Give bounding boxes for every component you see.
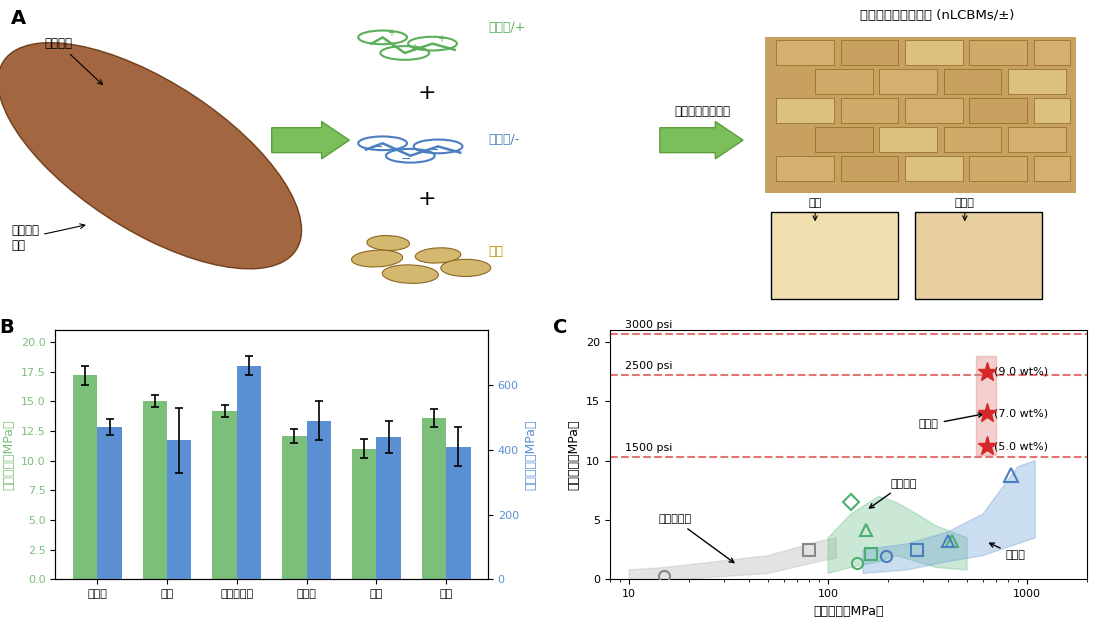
Text: −: − xyxy=(400,153,411,166)
Bar xyxy=(776,98,834,123)
Ellipse shape xyxy=(440,259,491,277)
Text: 天然基低碳建筑材料 (nLCBMs/±): 天然基低碳建筑材料 (nLCBMs/±) xyxy=(859,9,1015,22)
Ellipse shape xyxy=(383,265,438,283)
Bar xyxy=(1034,40,1070,65)
Bar xyxy=(776,156,834,181)
Bar xyxy=(213,411,237,579)
Y-axis label: 抗压强度（MPa）: 抗压强度（MPa） xyxy=(2,419,16,490)
Bar xyxy=(1034,156,1070,181)
Bar xyxy=(944,127,1001,152)
Bar xyxy=(944,69,1001,93)
Text: 3000 psi: 3000 psi xyxy=(624,320,672,330)
Text: C: C xyxy=(552,318,567,336)
Text: 粘结剂/-: 粘结剂/- xyxy=(488,133,519,146)
Polygon shape xyxy=(828,497,967,573)
Bar xyxy=(98,427,122,579)
Text: −: − xyxy=(373,141,384,153)
FancyArrow shape xyxy=(272,121,349,159)
Text: A: A xyxy=(11,9,27,28)
Text: (7.0 wt%): (7.0 wt%) xyxy=(994,408,1048,418)
Text: B: B xyxy=(0,318,14,336)
Text: +: + xyxy=(437,34,446,44)
Bar xyxy=(841,156,898,181)
Bar xyxy=(237,366,262,579)
Bar xyxy=(282,436,306,579)
Bar xyxy=(969,98,1027,123)
Text: (5.0 wt%): (5.0 wt%) xyxy=(994,442,1048,452)
Ellipse shape xyxy=(367,235,409,250)
Text: 沙粒: 沙粒 xyxy=(808,197,822,221)
Bar xyxy=(765,37,1076,193)
Bar xyxy=(969,40,1027,65)
Bar xyxy=(376,437,400,579)
Text: 1500 psi: 1500 psi xyxy=(624,443,672,453)
Text: (9.0 wt%): (9.0 wt%) xyxy=(994,367,1048,377)
Bar xyxy=(815,127,873,152)
Text: 2500 psi: 2500 psi xyxy=(624,361,672,371)
Bar xyxy=(905,40,963,65)
Text: +: + xyxy=(387,27,396,38)
Bar xyxy=(1008,127,1066,152)
Ellipse shape xyxy=(352,250,403,267)
Bar xyxy=(421,418,446,579)
Bar xyxy=(143,401,167,579)
Text: +: + xyxy=(418,83,436,103)
Bar xyxy=(306,421,330,579)
Bar xyxy=(167,440,192,579)
Bar xyxy=(969,156,1027,181)
Text: 天然高分子: 天然高分子 xyxy=(659,515,734,563)
Text: 细菌矿化: 细菌矿化 xyxy=(869,479,917,508)
Text: +: + xyxy=(409,43,418,54)
Y-axis label: 抗压强度（MPa）: 抗压强度（MPa） xyxy=(568,419,580,490)
Bar xyxy=(905,156,963,181)
Bar xyxy=(905,98,963,123)
Text: −: − xyxy=(428,144,439,156)
Bar xyxy=(841,40,898,65)
Bar xyxy=(815,69,873,93)
Text: 沙塔蠕虫
巢穴: 沙塔蠕虫 巢穴 xyxy=(11,224,84,252)
Bar xyxy=(976,356,996,455)
Bar xyxy=(1034,98,1070,123)
Bar xyxy=(446,447,470,579)
Bar xyxy=(771,212,898,299)
Polygon shape xyxy=(863,461,1035,573)
FancyArrow shape xyxy=(660,121,743,159)
Bar xyxy=(1008,69,1066,93)
Bar xyxy=(73,375,98,579)
Text: 酶矿化: 酶矿化 xyxy=(989,543,1026,560)
Text: 粘结剂/+: 粘结剂/+ xyxy=(488,21,526,34)
X-axis label: 弹性模量（MPa）: 弹性模量（MPa） xyxy=(813,605,884,617)
Ellipse shape xyxy=(416,248,460,263)
Text: 沙粒: 沙粒 xyxy=(488,245,503,259)
Bar xyxy=(841,98,898,123)
Bar xyxy=(879,69,937,93)
Text: 本工作: 本工作 xyxy=(919,412,983,429)
Text: 粘结剂: 粘结剂 xyxy=(955,197,975,221)
Bar xyxy=(776,40,834,65)
Text: +: + xyxy=(418,189,436,209)
Text: 沙塔蠕虫: 沙塔蠕虫 xyxy=(44,37,102,85)
Text: 低温常压制备条件: 低温常压制备条件 xyxy=(674,105,730,118)
Bar xyxy=(879,127,937,152)
Bar xyxy=(352,449,376,579)
Polygon shape xyxy=(629,538,836,582)
Y-axis label: 弹性模量（MPa）: 弹性模量（MPa） xyxy=(525,419,538,490)
Ellipse shape xyxy=(0,42,302,269)
Bar xyxy=(915,212,1042,299)
